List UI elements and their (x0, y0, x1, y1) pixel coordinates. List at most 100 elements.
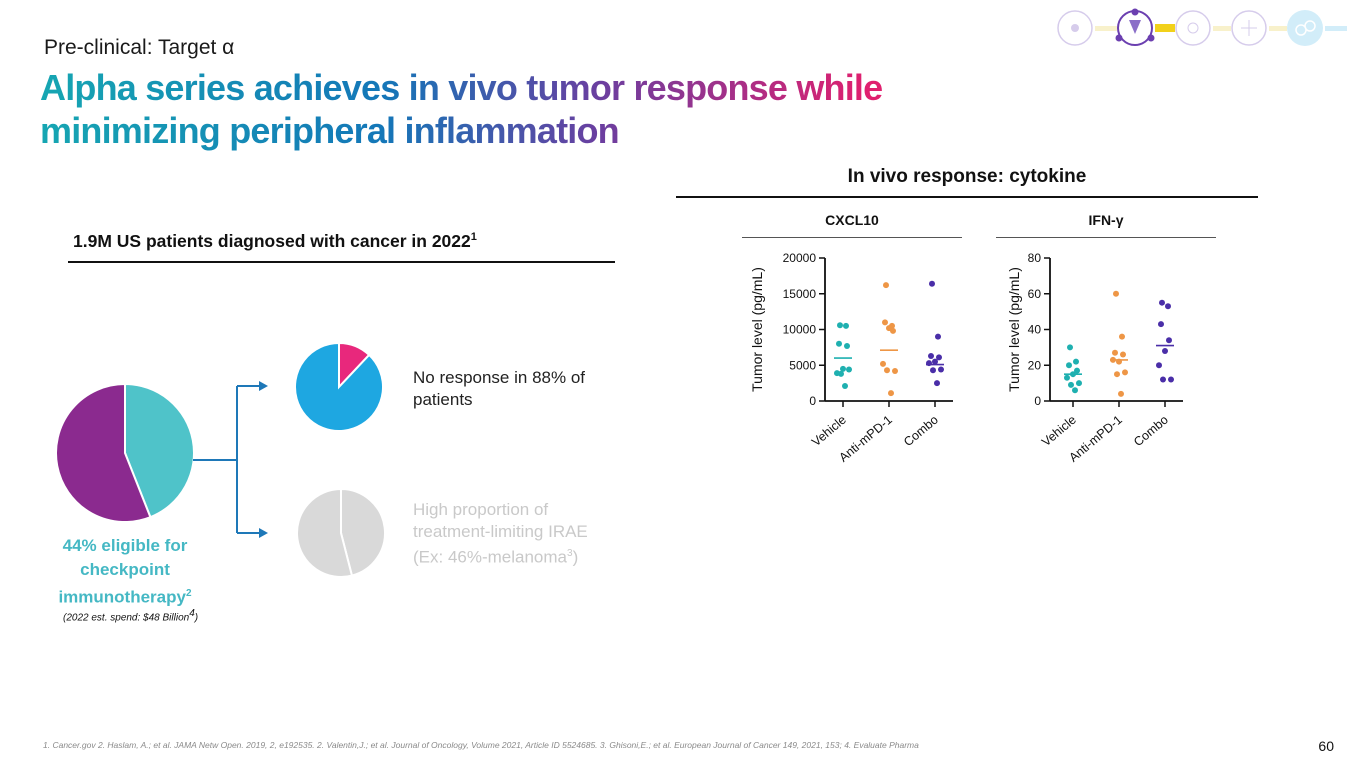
data-point (844, 342, 850, 349)
data-point (1156, 362, 1162, 369)
data-point (846, 366, 852, 373)
data-point (1165, 303, 1171, 310)
cxcl10-chart: 0 5000 10000 15000 20000 Tumor level (pg/mL) V… (749, 251, 953, 465)
y-tick-label: 15000 (783, 287, 817, 301)
data-point (935, 333, 941, 340)
no-response-label: No response in 88% of patients (413, 368, 585, 409)
data-point (1070, 371, 1076, 378)
pie-slice-irae (340, 487, 386, 577)
data-point (928, 352, 934, 359)
data-point (1166, 337, 1172, 344)
y-tick-label: 20000 (783, 251, 817, 265)
data-point (1112, 349, 1118, 356)
x-tick-label: Combo (1131, 413, 1171, 450)
x-tick-label: Vehicle (1039, 413, 1079, 450)
data-point (838, 370, 844, 377)
slide-title: Alpha series achieves in vivo tumor resp… (40, 66, 940, 152)
data-point (1114, 371, 1120, 378)
data-point (934, 380, 940, 387)
nav-step-4-icon (1231, 10, 1267, 46)
data-point (1110, 356, 1116, 363)
y-tick-label: 60 (1028, 287, 1042, 301)
footnote: 1. Cancer.gov 2. Haslam, A.; et al. JAMA… (43, 740, 919, 750)
x-tick-label: Combo (901, 413, 941, 450)
nav-step-3-icon (1175, 10, 1211, 46)
data-point (837, 322, 843, 329)
data-point (1068, 381, 1074, 388)
data-point (1158, 321, 1164, 328)
slide-subtitle: Pre-clinical: Target α (44, 36, 235, 59)
y-axis-label: Tumor level (pg/mL) (749, 267, 765, 392)
eligibility-pie (55, 382, 195, 523)
data-point (1113, 290, 1119, 297)
data-point (1067, 344, 1073, 351)
data-point (1168, 376, 1174, 383)
data-point (1072, 387, 1078, 394)
nav-step-2-icon (1115, 8, 1155, 46)
data-point (888, 390, 894, 397)
cytokine-heading-rule (676, 196, 1258, 198)
data-point (929, 280, 935, 287)
x-tick-label: Vehicle (809, 413, 849, 450)
data-point (1064, 374, 1070, 381)
data-point (884, 367, 890, 374)
data-point (883, 282, 889, 289)
data-point (880, 360, 886, 367)
nav-step-1-icon (1057, 10, 1093, 46)
cxcl10-title: CXCL10 (825, 212, 879, 228)
response-pie (294, 341, 384, 432)
cxcl10-title-rule (742, 237, 962, 238)
pie-section (55, 341, 386, 578)
data-point (932, 358, 938, 365)
data-point (1074, 367, 1080, 374)
data-point (1160, 376, 1166, 383)
pie-slice-not-eligible (55, 382, 152, 523)
y-tick-label: 10000 (783, 323, 817, 337)
arrow-head-top-icon (259, 381, 268, 391)
split-arrow (193, 381, 268, 538)
data-point (882, 319, 888, 326)
ifng-title-rule (996, 237, 1216, 238)
data-point (938, 366, 944, 373)
data-point (1120, 351, 1126, 358)
data-point (936, 354, 942, 361)
data-point (1162, 347, 1168, 354)
data-point (892, 367, 898, 374)
y-tick-label: 0 (809, 394, 816, 408)
page-number: 60 (1318, 738, 1334, 754)
data-point (1066, 362, 1072, 369)
data-point (1073, 358, 1079, 365)
data-point (930, 367, 936, 374)
y-tick-label: 40 (1028, 323, 1042, 337)
arrow-head-bottom-icon (259, 528, 268, 538)
data-point (1076, 380, 1082, 387)
pie-slice-eligible (124, 382, 195, 519)
data-point (1119, 333, 1125, 340)
data-point (836, 340, 842, 347)
y-tick-label: 20 (1028, 358, 1042, 372)
eligible-label: 44% eligible for checkpoint immunotherap… (58, 536, 192, 607)
data-point (843, 322, 849, 329)
ifng-title: IFN-γ (1088, 212, 1124, 228)
data-point (840, 365, 846, 372)
pie-slice-other (296, 487, 354, 578)
y-tick-label: 0 (1034, 394, 1041, 408)
irae-pie (296, 487, 386, 578)
data-point (1159, 299, 1165, 306)
irae-label: High proportion of treatment-limiting IR… (413, 500, 588, 567)
data-point (1116, 358, 1122, 365)
nav-step-5-icon (1287, 10, 1323, 46)
data-point (1122, 369, 1128, 376)
pie-slice-no-response (294, 341, 384, 432)
process-nav-graphic (1057, 8, 1347, 46)
y-tick-label: 80 (1028, 251, 1042, 265)
data-point (926, 360, 932, 367)
patients-heading: 1.9M US patients diagnosed with cancer i… (73, 231, 477, 251)
data-point (886, 325, 892, 332)
patients-heading-rule (68, 261, 615, 263)
data-point (842, 382, 848, 389)
spend-note: (2022 est. spend: $48 Billion4) (63, 608, 199, 624)
data-point (1118, 390, 1124, 397)
y-axis-label: Tumor level (pg/mL) (1006, 267, 1022, 392)
